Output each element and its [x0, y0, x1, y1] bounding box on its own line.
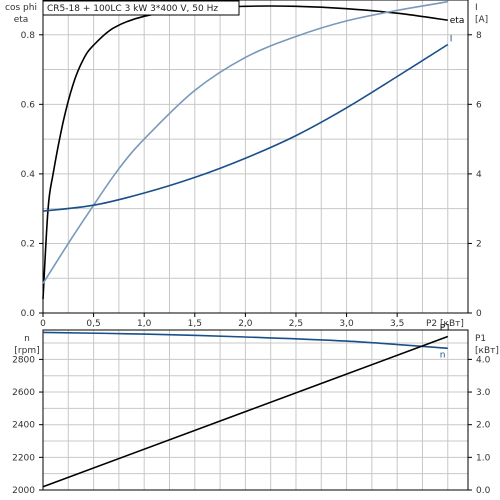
- y-right-tick-label: 6: [476, 100, 482, 110]
- bottom-chart-ticks: 2000 2200 2400 2600 2800 0.0 1.0 2.0 3.0 4.0: [12, 355, 490, 496]
- y-left-tick-label: 0.8: [21, 31, 36, 41]
- axis-labels: cos phi eta I [A] n [rpm] P1 [кВт] P2 [кВт]: [5, 3, 499, 356]
- top-chart-series: etacos phiI: [42, 0, 465, 300]
- y-axis-label-right-bottom: [кВт]: [475, 346, 499, 356]
- series-label-eta: eta: [450, 16, 465, 26]
- y-left-tick-label: 2800: [12, 355, 35, 365]
- x-axis-label: P2 [кВт]: [426, 319, 464, 329]
- y-left-tick-label: 0.6: [21, 100, 36, 110]
- y-right-tick-label: 1.0: [476, 453, 491, 463]
- series-line-p1: [42, 335, 449, 488]
- x-tick-label: 1,5: [188, 319, 202, 329]
- series-label-i: I: [450, 35, 453, 45]
- bottom-chart-grid: [43, 330, 468, 490]
- y-left-tick-label: 2400: [12, 421, 35, 431]
- series-line-i: [42, 43, 449, 212]
- series-line-cos-phi: [42, 0, 448, 284]
- y-axis-label-right-top: [A]: [475, 15, 488, 25]
- series-line-n: [42, 331, 448, 350]
- chart-title: CR5-18 + 100LC 3 kW 3*400 V, 50 Hz: [47, 4, 218, 14]
- y-right-tick-label: 8: [476, 31, 482, 41]
- y-axis-label-left-bottom: [rpm]: [14, 346, 39, 356]
- y-axis-label-left-bottom: n: [24, 334, 30, 344]
- y-axis-label-right-bottom: P1: [475, 334, 486, 344]
- y-right-tick-label: 4: [476, 170, 482, 180]
- y-right-tick-label: 0: [476, 309, 482, 319]
- y-left-tick-label: 2200: [12, 453, 35, 463]
- x-tick-label: 0: [40, 319, 46, 329]
- y-left-tick-label: 0.2: [21, 239, 35, 249]
- series-label-n: n: [440, 350, 446, 360]
- x-tick-label: 3,0: [339, 319, 354, 329]
- series-label-p1: P1: [440, 324, 451, 334]
- y-right-tick-label: 3.0: [476, 388, 491, 398]
- x-tick-label: 1,0: [137, 319, 152, 329]
- top-chart-frame: [42, 0, 469, 314]
- top-chart-grid: [43, 0, 468, 313]
- y-axis-label-left-top: cos phi: [5, 3, 37, 13]
- y-left-tick-label: 2600: [12, 388, 35, 398]
- y-left-tick-label: 2000: [12, 486, 35, 496]
- series-line-eta: [42, 5, 448, 300]
- y-axis-label-right-top: I: [475, 3, 478, 13]
- y-right-tick-label: 2.0: [476, 421, 491, 431]
- bottom-chart-series: n P1: [42, 324, 451, 488]
- bottom-chart-frame: [42, 329, 469, 491]
- y-right-tick-label: 4.0: [476, 355, 491, 365]
- y-right-tick-label: 0.0: [476, 486, 491, 496]
- y-left-tick-label: 0.0: [21, 309, 36, 319]
- y-right-tick-label: 2: [476, 239, 482, 249]
- x-tick-label: 0,5: [86, 319, 100, 329]
- top-chart-ticks: 0 0,5 1,0 1,5 2,0 2,5 3,0 3,5 0.0 0.2 0.4 0.6 0.8 0 2 4…: [21, 31, 482, 329]
- title-box: [42, 0, 240, 16]
- y-left-tick-label: 0.4: [21, 170, 36, 180]
- y-axis-label-left-top: eta: [14, 15, 29, 25]
- x-tick-label: 2,5: [289, 319, 303, 329]
- x-tick-label: 3,5: [390, 319, 404, 329]
- x-tick-label: 2,0: [238, 319, 253, 329]
